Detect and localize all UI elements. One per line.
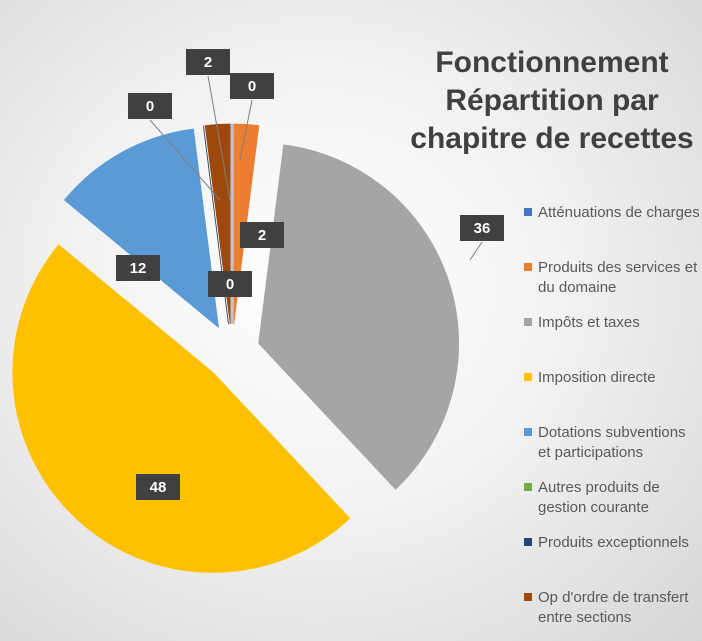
legend-swatch <box>524 373 532 381</box>
data-label: 0 <box>248 78 256 95</box>
data-label: 12 <box>130 260 147 277</box>
leader-line <box>149 119 221 201</box>
leader-line <box>239 99 253 161</box>
legend-label: Dotations subventions et participations <box>538 424 686 461</box>
legend-item: Produits des services et du domaine <box>524 258 702 298</box>
legend-item: Op d'ordre de transfert entre sections <box>524 588 702 628</box>
data-label: 0 <box>226 276 234 293</box>
leader-line <box>469 241 483 261</box>
pie-slice <box>63 128 220 329</box>
legend-item: Dotations subventions et participations <box>524 423 702 463</box>
legend-label: Atténuations de charges <box>538 204 700 221</box>
legend-swatch <box>524 483 532 491</box>
pie-slice <box>203 125 229 325</box>
data-label-box <box>136 474 180 500</box>
pie-slice <box>12 244 351 573</box>
data-label: 2 <box>258 227 266 244</box>
legend-swatch <box>524 538 532 546</box>
leader-line <box>207 75 231 201</box>
legend-item: Imposition directe <box>524 368 702 388</box>
legend-label: Impôts et taxes <box>538 314 640 331</box>
legend-label: Produits exceptionnels <box>538 534 689 551</box>
data-label: 36 <box>474 220 491 237</box>
legend-swatch <box>524 208 532 216</box>
pie-slice <box>258 144 460 490</box>
chart-title: Fonctionnement Répartition par chapitre … <box>410 46 694 155</box>
data-label-box <box>208 271 252 297</box>
legend-item: Produits exceptionnels <box>524 533 702 553</box>
data-label-box <box>116 255 160 281</box>
data-label-box <box>230 73 274 99</box>
legend-label: Autres produits de gestion courante <box>538 479 660 516</box>
legend-label: Op d'ordre de transfert entre sections <box>538 589 689 626</box>
data-label-box <box>460 215 504 241</box>
data-label-box <box>240 222 284 248</box>
legend-item: Autres produits de gestion courante <box>524 478 702 518</box>
data-label-box <box>186 49 230 75</box>
data-label: 48 <box>150 479 167 496</box>
data-label: 2 <box>204 54 212 71</box>
legend-item: Impôts et taxes <box>524 313 702 333</box>
legend-swatch <box>524 318 532 326</box>
legend-swatch <box>524 428 532 436</box>
legend-label: Produits des services et du domaine <box>538 259 698 296</box>
legend-swatch <box>524 263 532 271</box>
data-label-box <box>128 93 172 119</box>
legend-item: Atténuations de charges <box>524 203 702 223</box>
legend-swatch <box>524 593 532 601</box>
legend-label: Imposition directe <box>538 369 656 386</box>
data-label: 0 <box>146 98 154 115</box>
